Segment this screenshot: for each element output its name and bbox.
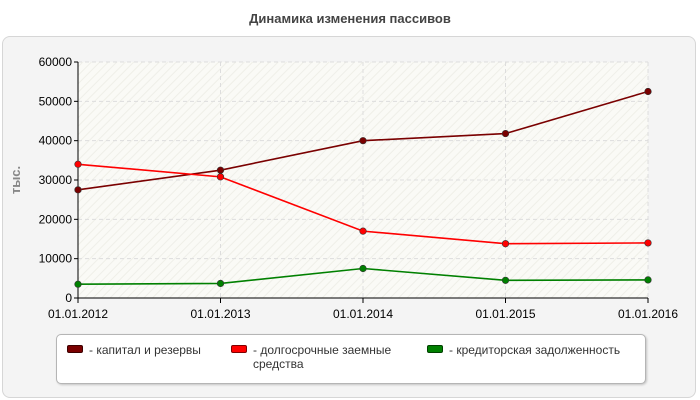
- legend-label-long-term-loans-line1: - долгосрочные заемные: [253, 343, 392, 357]
- data-point[interactable]: [216, 166, 225, 174]
- data-point[interactable]: [359, 264, 367, 273]
- y-tick-label: 40000: [39, 134, 73, 148]
- x-tick-label: 01.01.2014: [333, 307, 393, 321]
- data-point[interactable]: [644, 276, 652, 284]
- y-tick-label: 10000: [39, 252, 73, 266]
- legend-label-long-term-loans-line2: средства: [253, 357, 304, 371]
- y-axis-label: тыс.: [8, 166, 23, 194]
- legend-swatch-capital: [67, 345, 83, 353]
- data-point[interactable]: [644, 87, 652, 96]
- legend-item-capital[interactable]: - капитал и резервы: [67, 343, 201, 357]
- legend-label-payables: - кредиторская задолженность: [449, 343, 621, 357]
- data-point[interactable]: [501, 240, 510, 248]
- x-tick-label: 01.01.2013: [190, 307, 250, 321]
- grid: [78, 61, 649, 298]
- y-tick-label: 0: [65, 291, 72, 305]
- x-tick-label: 01.01.2012: [48, 307, 108, 321]
- y-tick-label: 50000: [39, 94, 73, 108]
- data-point[interactable]: [359, 227, 367, 235]
- legend-swatch-payables: [427, 345, 443, 353]
- data-point[interactable]: [501, 276, 510, 284]
- x-ticks: 01.01.2012 01.01.2013 01.01.2014 01.01.2015…: [48, 298, 678, 321]
- legend-item-payables[interactable]: - кредиторская задолженность: [427, 343, 620, 357]
- data-point[interactable]: [359, 137, 367, 145]
- legend: - капитал и резервы - долгосрочные заемн…: [56, 334, 646, 384]
- data-point[interactable]: [74, 186, 82, 194]
- x-tick-label: 01.01.2016: [618, 307, 678, 321]
- legend-item-long-term-loans[interactable]: - долгосрочные заемные средства: [231, 343, 391, 371]
- y-tick-label: 30000: [39, 173, 73, 187]
- data-point[interactable]: [216, 279, 225, 288]
- legend-label-long-term-loans: - долгосрочные заемные средства: [253, 343, 391, 371]
- legend-swatch-long-term-loans: [231, 345, 247, 353]
- series-group: [74, 87, 652, 288]
- y-ticks: 0 10000 20000 30000 40000 50000 60000: [39, 55, 78, 305]
- data-point[interactable]: [644, 239, 652, 247]
- data-point[interactable]: [501, 129, 510, 138]
- y-tick-label: 60000: [39, 55, 73, 69]
- x-tick-label: 01.01.2015: [475, 307, 535, 321]
- y-tick-label: 20000: [39, 212, 73, 226]
- chart-title: Динамика изменения пассивов: [249, 11, 451, 26]
- data-point[interactable]: [74, 280, 82, 288]
- data-point[interactable]: [74, 160, 82, 168]
- legend-label-capital: - капитал и резервы: [89, 343, 201, 357]
- data-point[interactable]: [216, 173, 225, 181]
